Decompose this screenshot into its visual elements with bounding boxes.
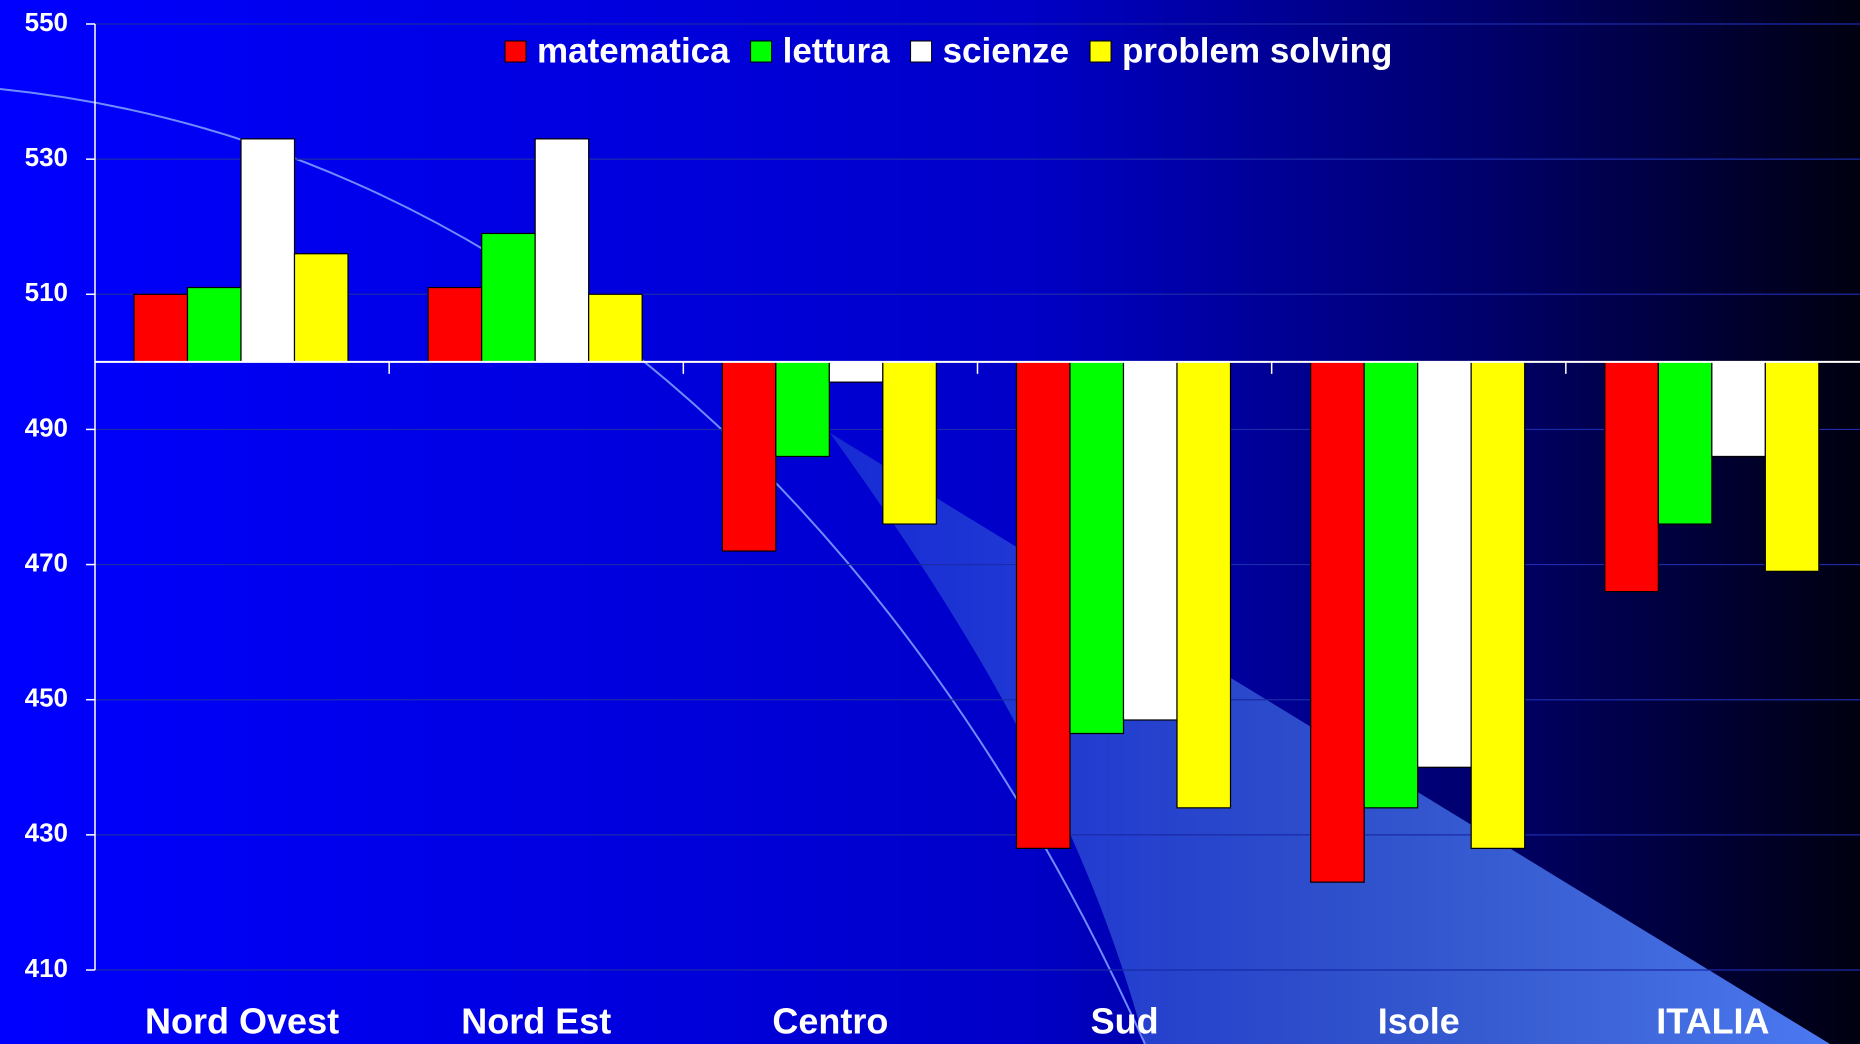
bar: [1364, 362, 1418, 808]
legend-label: scienze: [943, 31, 1069, 70]
bar: [1605, 362, 1659, 592]
bar: [1658, 362, 1712, 524]
legend-swatch: [911, 41, 932, 62]
bar: [722, 362, 776, 551]
y-tick-label: 430: [25, 818, 68, 848]
x-tick-label: ITALIA: [1656, 1001, 1769, 1042]
bar: [829, 362, 883, 382]
y-tick-label: 410: [25, 953, 68, 983]
y-tick-label: 550: [25, 7, 68, 37]
y-tick-label: 470: [25, 547, 68, 577]
y-tick-label: 530: [25, 142, 68, 172]
bar: [428, 288, 482, 362]
legend-label: problem solving: [1122, 31, 1392, 70]
bar: [134, 294, 188, 362]
bar: [241, 139, 295, 362]
bar: [1017, 362, 1071, 849]
x-tick-label: Nord Ovest: [145, 1001, 339, 1042]
bar: [1712, 362, 1766, 457]
bar: [883, 362, 937, 524]
bar: [1418, 362, 1472, 767]
bar: [1311, 362, 1365, 882]
legend-label: matematica: [537, 31, 730, 70]
y-tick-label: 490: [25, 412, 68, 442]
bar: [1124, 362, 1178, 720]
y-tick-label: 450: [25, 683, 68, 713]
legend-swatch: [751, 41, 772, 62]
x-tick-label: Centro: [772, 1001, 888, 1042]
x-tick-label: Isole: [1378, 1001, 1460, 1042]
bar: [776, 362, 830, 457]
legend-swatch: [505, 41, 526, 62]
bar: [1765, 362, 1819, 571]
bar: [1471, 362, 1525, 849]
legend: matematica lettura scienze problem solving: [505, 31, 1392, 70]
y-tick-label: 510: [25, 277, 68, 307]
bar: [1177, 362, 1231, 808]
bar: [535, 139, 589, 362]
chart: 410 430 450 470 490 510 530 550 Nord Ovest Nord E…: [0, 0, 1860, 1044]
x-tick-label: Nord Est: [461, 1001, 611, 1042]
bar: [188, 288, 242, 362]
bar: [1070, 362, 1124, 734]
x-tick-label: Sud: [1091, 1001, 1159, 1042]
legend-swatch: [1090, 41, 1111, 62]
bar: [589, 294, 643, 362]
bar: [482, 233, 535, 361]
legend-label: lettura: [783, 31, 891, 70]
bar: [295, 254, 349, 362]
